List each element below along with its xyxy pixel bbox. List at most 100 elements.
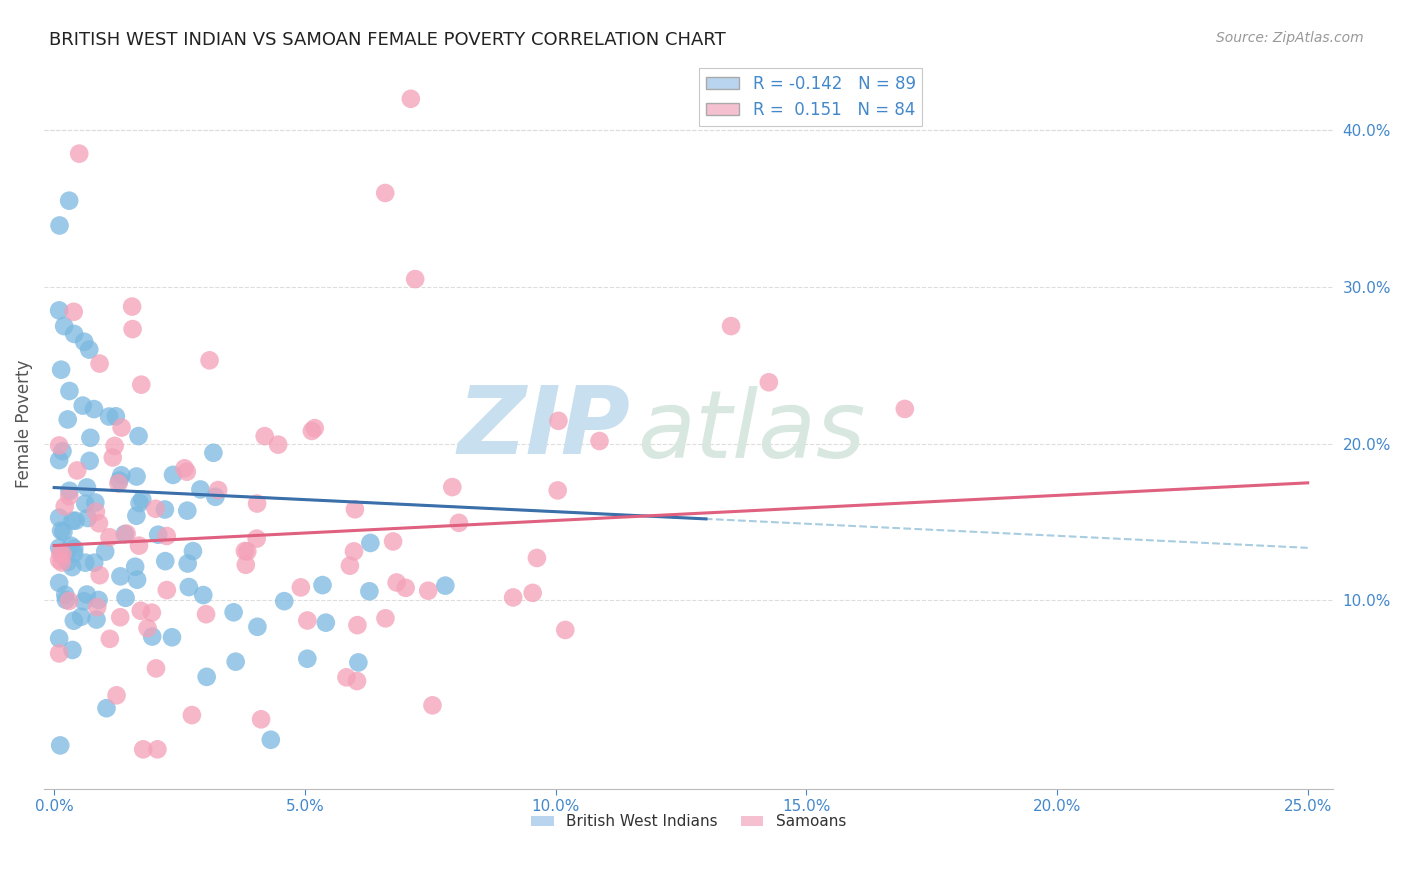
Point [222,605,245,619]
Point [153,502,176,516]
Legend: British West Indians, Samoans: British West Indians, Samoans [524,808,852,836]
Y-axis label: Female Poverty: Female Poverty [15,359,32,488]
Point [195,607,218,622]
Point [110,610,132,624]
Point [62,643,84,657]
Point [180,708,202,723]
Point [176,503,198,517]
Point [359,536,381,550]
Point [48,219,70,233]
Point [136,621,159,635]
Point [60,560,83,574]
Point [48,438,70,452]
Point [522,586,544,600]
Point [311,578,333,592]
Point [87,593,110,607]
Point [86,613,108,627]
Point [94,544,117,558]
Point [62,305,84,319]
Point [62,514,84,528]
Point [246,497,269,511]
Point [51,547,73,561]
Point [547,414,569,428]
Point [335,670,357,684]
Point [141,606,163,620]
Point [250,712,273,726]
Point [63,541,86,556]
Point [374,186,396,200]
Point [434,579,457,593]
Point [51,556,73,570]
Point [121,300,143,314]
Point [359,584,381,599]
Point [107,476,129,491]
Point [253,429,276,443]
Point [86,600,108,615]
Point [173,461,195,475]
Point [588,434,610,448]
Point [65,514,87,528]
Point [382,534,405,549]
Point [48,510,70,524]
Point [125,469,148,483]
Point [76,480,98,494]
Point [56,412,79,426]
Point [110,420,132,434]
Point [301,424,323,438]
Point [104,409,127,424]
Point [84,495,107,509]
Point [75,556,97,570]
Point [49,546,72,560]
Point [195,670,218,684]
Point [202,446,225,460]
Point [72,399,94,413]
Text: BRITISH WEST INDIAN VS SAMOAN FEMALE POVERTY CORRELATION CHART: BRITISH WEST INDIAN VS SAMOAN FEMALE POV… [49,31,725,49]
Point [79,454,101,468]
Point [87,516,110,531]
Point [84,505,107,519]
Text: atlas: atlas [637,386,865,477]
Point [758,376,780,390]
Point [48,303,70,318]
Point [347,656,370,670]
Point [260,732,283,747]
Point [52,524,75,539]
Point [441,480,464,494]
Point [128,539,150,553]
Point [297,651,319,665]
Point [343,544,366,558]
Point [98,530,121,544]
Point [554,623,576,637]
Point [48,453,70,467]
Point [526,551,548,566]
Point [63,326,86,341]
Point [129,604,152,618]
Point [48,632,70,646]
Point [108,474,131,488]
Point [49,739,72,753]
Point [53,588,76,602]
Text: Source: ZipAtlas.com: Source: ZipAtlas.com [1216,31,1364,45]
Point [105,689,128,703]
Point [156,529,179,543]
Point [207,483,229,497]
Point [315,615,337,630]
Point [115,526,138,541]
Point [58,384,80,398]
Point [720,319,742,334]
Point [177,580,200,594]
Point [145,661,167,675]
Point [346,674,368,689]
Text: ZIP: ZIP [457,382,630,474]
Point [58,489,80,503]
Point [98,632,121,646]
Point [53,500,76,514]
Point [104,439,127,453]
Point [79,431,101,445]
Point [235,558,257,572]
Point [181,544,204,558]
Point [193,588,215,602]
Point [155,554,177,568]
Point [246,620,269,634]
Point [297,614,319,628]
